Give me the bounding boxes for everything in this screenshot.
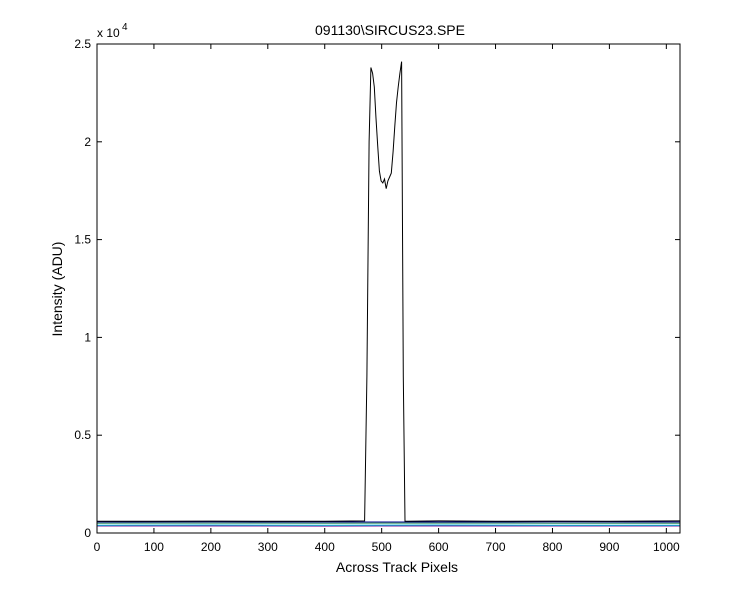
x-tick-label: 500 [372, 540, 392, 554]
y-exponent-label: x 10 4 [97, 22, 128, 40]
y-axis-label: Intensity (ADU) [49, 242, 65, 337]
y-tick-label: 1 [84, 330, 91, 344]
plot-lines [96, 61, 681, 527]
y-exponent-power: 4 [122, 22, 128, 33]
y-tick-label: 2.5 [74, 37, 91, 51]
x-tick-label: 900 [599, 540, 619, 554]
series-line-1 [97, 61, 681, 522]
y-tick-label: 0 [84, 526, 91, 540]
x-tick-label: 0 [94, 540, 101, 554]
chart-title: 091130\SIRCUS23.SPE [315, 22, 465, 38]
plot-area-frame [96, 43, 681, 534]
x-tick-label: 700 [486, 540, 506, 554]
x-axis: 0 100 200 300 400 500 600 700 800 900 1000 [94, 44, 680, 554]
y-axis: 0 0.5 1 1.5 2 2.5 [74, 37, 680, 540]
x-tick-label: 200 [201, 540, 221, 554]
x-tick-label: 400 [315, 540, 335, 554]
y-tick-label: 1.5 [74, 233, 91, 247]
x-tick-label: 100 [144, 540, 164, 554]
y-exponent-base: x 10 [97, 26, 120, 40]
x-axis-label: Across Track Pixels [336, 559, 458, 575]
x-tick-label: 600 [429, 540, 449, 554]
y-tick-label: 0.5 [74, 428, 91, 442]
y-tick-label: 2 [84, 135, 91, 149]
x-tick-label: 300 [258, 540, 278, 554]
x-tick-label: 1000 [653, 540, 680, 554]
x-tick-label: 800 [542, 540, 562, 554]
